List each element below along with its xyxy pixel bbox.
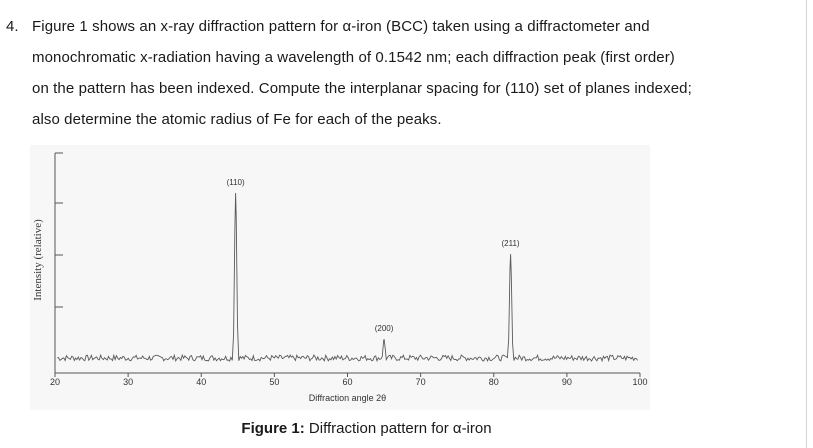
x-axis-label: Diffraction angle 2θ [309, 393, 386, 403]
question-line-2: monochromatic x-radiation having a wavel… [32, 49, 675, 66]
caption-prefix: Figure 1: [241, 420, 305, 437]
peak-label: (110) [227, 178, 245, 187]
diffraction-figure: 20 30 40 50 60 70 80 90 100 (110) (200) (211) Inte… [30, 145, 650, 410]
x-tick-group: 20 30 40 50 60 70 80 90 100 [50, 373, 648, 387]
peak-label-group: (110) (200) (211) [227, 178, 520, 333]
question-line-3: on the pattern has been indexed. Compute… [32, 80, 692, 97]
question-line-1: Figure 1 shows an x-ray diffraction patt… [32, 18, 650, 35]
figure-caption: Figure 1: Diffraction pattern for α-iron [0, 420, 733, 437]
question-number: 4. [6, 18, 19, 35]
x-tick-label: 50 [269, 377, 279, 387]
x-tick-label: 60 [342, 377, 352, 387]
x-tick-label: 70 [416, 377, 426, 387]
x-tick-label: 40 [196, 377, 206, 387]
page-right-border [806, 0, 807, 448]
question-line-4: also determine the atomic radius of Fe f… [32, 111, 442, 128]
x-tick-label: 20 [50, 377, 60, 387]
x-tick-label: 100 [632, 377, 647, 387]
figure-background [30, 145, 650, 410]
peak-label: (211) [502, 239, 520, 248]
x-tick-label: 90 [562, 377, 572, 387]
caption-text: Diffraction pattern for α-iron [304, 420, 492, 437]
y-axis-label: Intensity (relative) [32, 219, 44, 301]
diffraction-chart: 20 30 40 50 60 70 80 90 100 (110) (200) (211) Inte… [30, 145, 650, 410]
diffraction-trace [57, 192, 639, 363]
peak-label: (200) [375, 324, 394, 333]
x-tick-label: 30 [123, 377, 133, 387]
x-tick-label: 80 [489, 377, 499, 387]
